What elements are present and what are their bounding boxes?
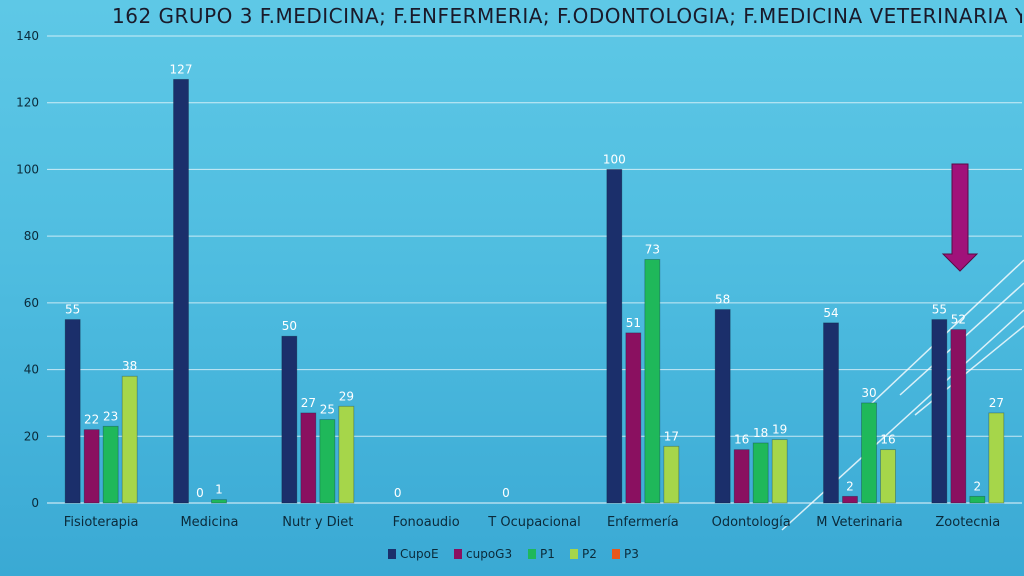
decorative-line [914,325,1024,416]
category-label: Enfermería [607,515,679,530]
decorative-line [869,259,1024,406]
data-label: 23 [103,409,118,423]
legend-swatch-cupoe [388,549,396,559]
bar-cupoe [931,319,948,504]
data-label: 19 [772,423,787,437]
bar-p1 [211,499,227,504]
bar-cupog3 [83,429,100,504]
decorative-line [781,309,1024,531]
data-label: 50 [282,319,297,333]
legend-label-p2: P2 [582,547,597,561]
data-label: 73 [645,242,660,256]
data-label: 100 [603,152,626,166]
y-tick-label: 60 [24,296,39,310]
data-label: 2 [846,479,854,493]
bar-cupog3 [950,329,967,504]
bar-p2 [880,449,896,504]
bar-cupog3 [733,449,750,504]
category-label: Fonoaudio [393,515,460,530]
data-label: 16 [880,433,895,447]
bar-cupoe [64,319,81,504]
bar-p2 [338,405,355,504]
legend-label-p3: P3 [624,547,639,561]
bar-p1 [102,425,119,504]
bar-p1 [861,402,877,504]
legend-label-cupog3: cupoG3 [466,547,512,561]
data-label: 51 [626,316,641,330]
category-label: T Ocupacional [487,515,580,530]
y-tick-label: 100 [16,162,39,176]
bar-p2 [988,412,1005,504]
category-label: Fisioterapia [64,515,139,530]
down-arrow-icon [941,163,979,272]
data-label: 17 [664,429,679,443]
data-label: 38 [122,359,137,373]
data-label: 0 [394,486,402,500]
bar-p1 [969,495,986,504]
bar-p1 [644,259,661,504]
category-label: Zootecnia [935,515,1000,530]
bar-p1 [319,419,336,504]
data-label: 18 [753,426,768,440]
bar-cupoe [606,169,623,504]
category-label: Nutr y Diet [282,515,353,530]
bar-cupoe [173,78,189,504]
data-label: 55 [65,303,80,317]
data-label: 52 [951,313,966,327]
data-label: 0 [196,486,204,500]
bar-cupog3 [625,332,642,504]
category-label: Odontología [712,515,791,530]
data-label: 55 [932,303,947,317]
y-tick-label: 20 [24,429,39,443]
bar-cupoe [823,322,839,504]
bar-p2 [771,439,788,504]
data-label: 2 [974,479,982,493]
data-label: 27 [301,396,316,410]
legend-swatch-cupog3 [454,549,462,559]
legend-swatch-p2 [570,549,578,559]
bar-p2 [663,445,680,504]
y-tick-label: 140 [16,29,39,43]
data-label: 0 [502,486,510,500]
bar-p2 [121,375,138,504]
legend-label-p1: P1 [540,547,555,561]
data-label: 1 [215,483,223,497]
bar-cupog3 [300,412,317,504]
category-label: M Veterinaria [816,515,902,530]
legend-label-cupoe: CupoE [400,547,439,561]
data-label: 29 [339,389,354,403]
data-label: 25 [320,403,335,417]
bar-cupog3 [842,495,858,504]
data-label: 27 [989,396,1004,410]
y-tick-label: 40 [24,363,39,377]
y-tick-label: 80 [24,229,39,243]
bar-cupoe [714,309,731,504]
y-tick-label: 120 [16,96,39,110]
legend-swatch-p1 [528,549,536,559]
data-label: 22 [84,413,99,427]
data-label: 54 [823,306,838,320]
bar-cupoe [281,335,298,504]
data-label: 127 [170,62,193,76]
data-label: 16 [734,433,749,447]
data-label: 30 [861,386,876,400]
chart-title: 162 GRUPO 3 F.MEDICINA; F.ENFERMERIA; F.… [112,4,1022,28]
legend-swatch-p3 [612,549,620,559]
y-tick-label: 0 [31,496,39,510]
bar-p1 [752,442,769,504]
data-label: 58 [715,293,730,307]
category-label: Medicina [180,515,238,530]
